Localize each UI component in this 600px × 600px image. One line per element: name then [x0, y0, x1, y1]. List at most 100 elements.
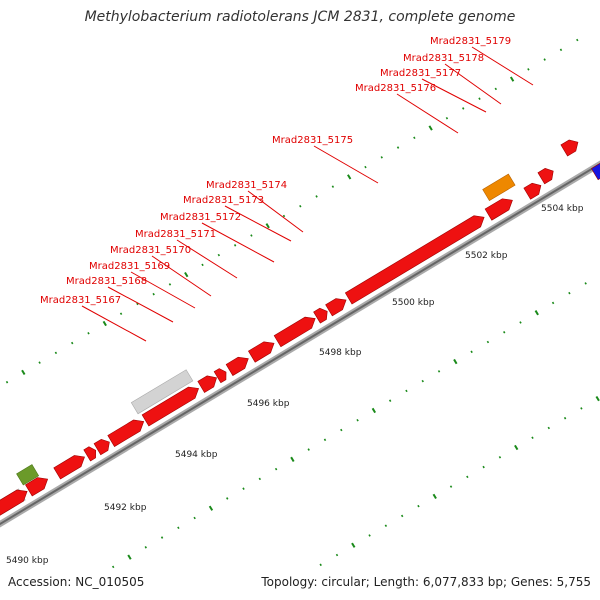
- scale-tick: [462, 107, 465, 110]
- scale-tick: [217, 253, 221, 257]
- gene-feature: [93, 439, 110, 456]
- scale-tick: [428, 125, 433, 131]
- scale-tick: [595, 395, 600, 402]
- scale-tick: [509, 76, 515, 82]
- leader-line: [130, 271, 196, 309]
- scale-tick: [331, 185, 335, 188]
- gene-feature: [523, 182, 542, 200]
- scale-tick: [351, 542, 356, 548]
- scale-tick: [315, 195, 318, 198]
- scale-label: 5504 kbp: [541, 204, 584, 214]
- scale-tick: [437, 370, 441, 373]
- gene-label: Mrad2831_5177: [380, 68, 461, 79]
- scale-label: 5502 kbp: [465, 251, 508, 261]
- scale-tick: [432, 493, 437, 500]
- scale-tick: [54, 351, 58, 355]
- leader-line: [176, 239, 238, 279]
- scale-tick: [152, 292, 155, 296]
- gene-feature: [213, 368, 227, 384]
- scale-tick: [282, 214, 286, 218]
- scale-tick: [242, 487, 245, 490]
- scale-tick: [531, 436, 534, 440]
- gene-label: Mrad2831_5172: [160, 212, 241, 223]
- scale-tick: [568, 291, 571, 295]
- scale-tick: [168, 283, 172, 286]
- scale-tick: [576, 38, 579, 42]
- scale-tick: [21, 369, 26, 376]
- scale-tick: [323, 438, 327, 442]
- backbone: [0, 160, 600, 528]
- gene-labels: Mrad2831_5167 Mrad2831_5168 Mrad2831_5169 M…: [40, 36, 511, 306]
- scale-tick: [547, 426, 551, 430]
- gene-feature: [0, 489, 28, 516]
- gene-feature: [273, 316, 316, 348]
- scale-tick: [482, 465, 485, 469]
- genome-summary: Topology: circular; Length: 6,077,833 bp…: [261, 575, 591, 589]
- scale-tick: [405, 389, 408, 393]
- scale-tick: [111, 565, 115, 569]
- leader-line: [81, 305, 147, 342]
- leader-line: [471, 46, 534, 86]
- gene-label: Mrad2831_5173: [183, 195, 264, 206]
- scale-tick: [514, 444, 519, 451]
- scale-tick: [364, 165, 367, 169]
- gene-track: [0, 139, 600, 516]
- leader-line: [247, 190, 304, 233]
- gene-feature: [248, 341, 275, 363]
- gene-feature: [560, 139, 579, 157]
- scale-tick: [5, 380, 9, 384]
- grey-feature: [130, 369, 194, 415]
- scale-tick: [486, 340, 490, 344]
- scale-tick: [250, 234, 253, 237]
- scale-tick: [233, 244, 237, 247]
- leader-line: [107, 286, 174, 323]
- leader-line: [151, 255, 212, 297]
- gene-label: Mrad2831_5167: [40, 295, 121, 306]
- scale-tick: [119, 312, 123, 316]
- leader-line: [396, 93, 459, 134]
- gene-label: Mrad2831_5170: [110, 245, 191, 256]
- gene-label: Mrad2831_5175: [272, 135, 353, 146]
- gene-feature: [344, 215, 485, 305]
- gene-feature: [225, 356, 249, 376]
- gene-feature: [53, 455, 85, 480]
- scale-tick: [400, 514, 404, 518]
- gene-feature: [141, 386, 200, 427]
- scale-tick: [347, 174, 352, 180]
- scale-tick: [584, 282, 587, 285]
- scale-tick: [184, 271, 189, 278]
- gene-feature: [107, 419, 145, 447]
- label-leaders: [81, 46, 534, 342]
- scale-tick: [563, 416, 567, 420]
- gene-label: Mrad2831_5174: [206, 180, 287, 191]
- scale-tick: [290, 456, 295, 463]
- scale-label: 5492 kbp: [104, 503, 147, 513]
- scale-labels: 5490 kbp 5492 kbp 5494 kbp 5496 kbp 5498 kbp…: [6, 204, 584, 566]
- gene-feature: [484, 198, 513, 221]
- scale-tick: [543, 58, 546, 61]
- leader-line: [201, 222, 275, 263]
- scale-tick: [466, 475, 469, 479]
- scale-tick: [340, 428, 343, 432]
- scale-ticks: [5, 38, 600, 569]
- scale-tick: [127, 554, 132, 560]
- scale-tick: [265, 223, 270, 229]
- gene-label: Mrad2831_5171: [135, 229, 216, 240]
- gene-feature: [83, 446, 96, 462]
- scale-tick: [503, 330, 506, 334]
- scale-tick: [144, 546, 147, 549]
- leader-line: [224, 205, 292, 242]
- scale-tick: [208, 505, 214, 511]
- green-feature: [16, 464, 40, 486]
- scale-tick: [527, 68, 530, 71]
- scale-tick: [551, 301, 555, 305]
- scale-label: 5500 kbp: [392, 298, 435, 308]
- blue-gene-feature: [591, 163, 600, 181]
- scale-tick: [417, 504, 420, 508]
- leader-line: [444, 63, 502, 105]
- gene-label: Mrad2831_5169: [89, 261, 170, 272]
- scale-tick: [177, 526, 180, 530]
- scale-tick: [421, 379, 424, 383]
- scale-tick: [449, 485, 453, 488]
